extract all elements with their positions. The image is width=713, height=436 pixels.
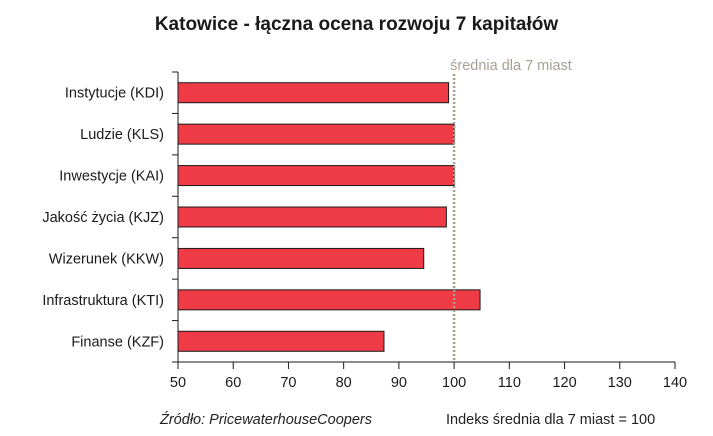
bar [177, 82, 450, 104]
index-note: Indeks średnia dla 7 miast = 100 [446, 412, 656, 428]
chart-title: Katowice - łączna ocena rozwoju 7 kapita… [154, 14, 559, 35]
category-label: Jakość życia (KJZ) [42, 210, 164, 226]
x-tick-label: 80 [336, 375, 352, 391]
category-label: Instytucje (KDI) [65, 86, 164, 102]
category-label: Infrastruktura (KTI) [42, 293, 164, 309]
bar [177, 247, 425, 269]
x-tick-label: 60 [225, 375, 241, 391]
category-label: Inwestycje (KAI) [59, 169, 164, 185]
bar [177, 165, 455, 187]
x-tick-label: 70 [280, 375, 296, 391]
bar [177, 330, 385, 352]
category-label: Finanse (KZF) [71, 334, 164, 350]
x-tick-label: 100 [442, 375, 466, 391]
x-tick-label: 110 [498, 375, 521, 391]
category-label: Ludzie (KLS) [80, 127, 164, 143]
x-tick-label: 120 [552, 375, 576, 391]
x-tick-label: 140 [663, 375, 687, 391]
x-tick-label: 90 [391, 375, 407, 391]
x-tick-label: 50 [170, 375, 186, 391]
x-tick-label: 130 [608, 375, 632, 391]
bar [177, 289, 481, 311]
source-note: Źródło: PricewaterhouseCoopers [160, 412, 372, 428]
bar [177, 206, 447, 228]
reference-line-label: średnia dla 7 miast [450, 58, 572, 74]
category-label: Wizerunek (KKW) [49, 251, 164, 267]
bar [177, 123, 455, 145]
